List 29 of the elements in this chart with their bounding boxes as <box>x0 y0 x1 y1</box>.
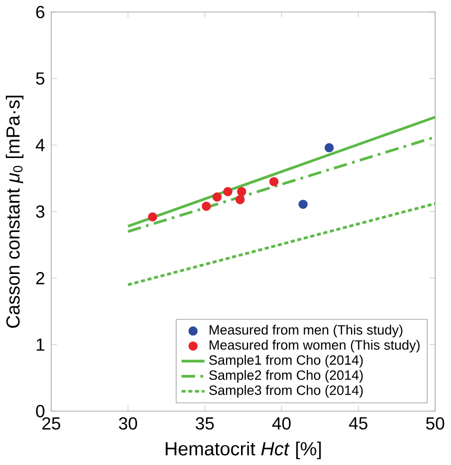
x-axis-title: Hematocrit Hct [%] <box>166 442 321 460</box>
x-tick-label: 45 <box>349 417 368 430</box>
point <box>298 200 308 209</box>
point <box>324 143 334 152</box>
point <box>236 195 245 204</box>
y-tick-label: 5 <box>36 72 44 85</box>
x-tick-label: 25 <box>42 417 60 430</box>
x-tick-label: 50 <box>426 417 444 430</box>
point <box>148 212 158 222</box>
y-tick-label: 1 <box>36 338 44 351</box>
x-tick-label: 40 <box>272 417 291 430</box>
y-tick-label: 0 <box>36 404 45 418</box>
y-tick-label: 3 <box>36 205 44 218</box>
point <box>269 177 279 186</box>
point <box>212 192 222 202</box>
legend-label: Sample2 from Cho (2014) <box>209 370 363 383</box>
y-axis-title: Casson constant μ$_{0}$ [mPa·s] <box>6 96 24 328</box>
legend-label: Measured from men (This study) <box>210 324 403 338</box>
point <box>202 202 212 211</box>
y-tick-label: 4 <box>36 139 45 152</box>
y-tick-label: 2 <box>36 272 44 284</box>
legend-label: Sample1 from Cho (2014) <box>209 354 363 368</box>
point <box>237 187 246 196</box>
legend-label: Measured from women (This study) <box>210 340 420 352</box>
legend-label: Sample3 from Cho (2014) <box>209 385 363 398</box>
y-tick-label: 6 <box>36 6 44 18</box>
x-tick-label: 35 <box>196 417 214 430</box>
x-tick-label: 30 <box>119 417 138 430</box>
point <box>223 187 233 196</box>
